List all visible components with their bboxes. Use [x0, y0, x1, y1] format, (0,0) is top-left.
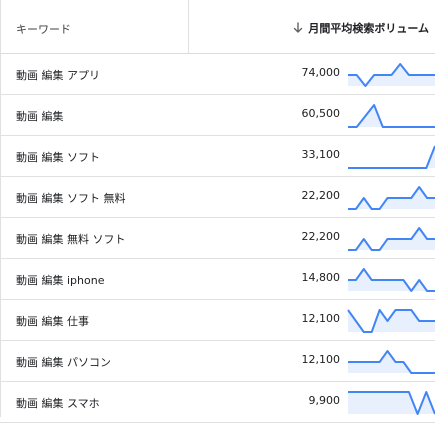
sparkline-line: [348, 268, 435, 292]
sparkline-area: [348, 310, 435, 332]
keyword-cell: 動画 編集: [16, 110, 64, 123]
keyword-cell: 動画 編集 アプリ: [16, 69, 100, 82]
sparkline-line: [348, 186, 435, 210]
table-header: キーワード 月間平均検索ボリューム: [0, 0, 435, 54]
table-row[interactable]: 動画 編集 ソフト 33,100: [0, 136, 435, 177]
keyword-column-header[interactable]: キーワード: [16, 23, 71, 36]
column-divider: [188, 0, 189, 54]
keyword-cell: 動画 編集 スマホ: [16, 397, 100, 410]
table-row[interactable]: 動画 編集 60,500: [0, 95, 435, 136]
volume-cell: 22,200: [301, 230, 341, 243]
volume-cell: 33,100: [301, 148, 341, 161]
table-row[interactable]: 動画 編集 パソコン 12,100: [0, 341, 435, 382]
table-row[interactable]: 動画 編集 仕事 12,100: [0, 300, 435, 341]
trend-sparkline: [348, 227, 435, 251]
sparkline-line: [348, 104, 435, 128]
table-row[interactable]: 動画 編集 無料 ソフト 22,200: [0, 218, 435, 259]
volume-cell: 22,200: [301, 189, 341, 202]
trend-sparkline: [348, 186, 435, 210]
volume-column-header[interactable]: 月間平均検索ボリューム: [292, 20, 429, 36]
trend-sparkline: [348, 391, 435, 415]
sparkline-area: [348, 351, 435, 373]
sparkline-line: [348, 63, 435, 87]
volume-cell: 14,800: [301, 271, 341, 284]
trend-sparkline: [347, 309, 435, 333]
sparkline-line: [348, 350, 435, 374]
volume-column-label: 月間平均検索ボリューム: [308, 22, 429, 35]
sparkline-area: [348, 392, 435, 414]
sparkline-area: [348, 105, 435, 127]
volume-cell: 74,000: [301, 66, 341, 79]
keyword-cell: 動画 編集 パソコン: [16, 356, 111, 369]
sparkline-line: [347, 309, 435, 333]
volume-cell: 9,900: [308, 394, 341, 407]
table-row[interactable]: 動画 編集 ソフト 無料 22,200: [0, 177, 435, 218]
table-row[interactable]: 動画 編集 アプリ 74,000: [0, 54, 435, 95]
sort-down-arrow-icon[interactable]: [292, 22, 304, 34]
keyword-cell: 動画 編集 iphone: [16, 274, 105, 287]
trend-sparkline: [348, 145, 435, 169]
sparkline-line: [348, 391, 435, 415]
keyword-cell: 動画 編集 ソフト 無料: [16, 192, 126, 205]
trend-sparkline: [348, 63, 435, 87]
volume-cell: 12,100: [301, 353, 341, 366]
sparkline-area: [348, 146, 435, 168]
volume-cell: 60,500: [301, 107, 341, 120]
sparkline-line: [348, 227, 435, 251]
keyword-cell: 動画 編集 ソフト: [16, 151, 100, 164]
trend-sparkline: [348, 104, 435, 128]
table-row[interactable]: 動画 編集 iphone 14,800: [0, 259, 435, 300]
sparkline-line: [348, 145, 435, 169]
trend-sparkline: [348, 350, 435, 374]
volume-cell: 12,100: [301, 312, 341, 325]
keyword-cell: 動画 編集 仕事: [16, 315, 89, 328]
trend-sparkline: [348, 268, 435, 292]
keyword-cell: 動画 編集 無料 ソフト: [16, 233, 126, 246]
